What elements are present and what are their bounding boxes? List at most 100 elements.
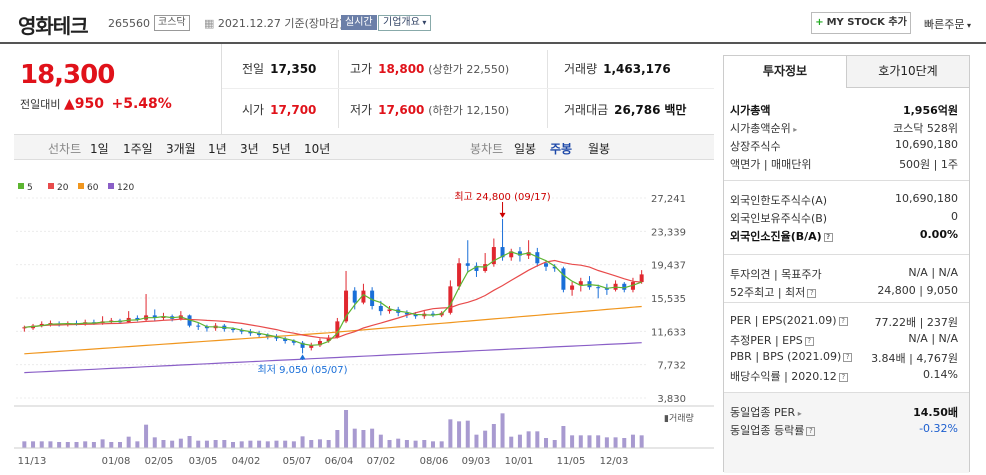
legend-swatch [18, 183, 24, 189]
x-tick-label: 11/13 [18, 456, 47, 467]
ma120-line [24, 342, 642, 374]
open-label: 시가 [242, 103, 265, 117]
invest-row: 외국인한도주식수(A) 10,690,180 [730, 190, 958, 208]
help-icon[interactable]: ? [807, 288, 817, 298]
candle-body [361, 290, 366, 303]
invest-row: 추정PER | EPS? N/A | N/A [730, 330, 958, 348]
volume: 거래량 1,463,176 [564, 60, 671, 77]
candle-body [622, 283, 627, 290]
volume-bar [274, 440, 279, 448]
candle-body [561, 268, 566, 290]
invest-info-panel: 투자정보 호가10단계 시가총액 1,956억원 시가총액순위 ▸ 코스닥 528위 상… [723, 55, 970, 473]
volume-bar [117, 442, 122, 448]
tab-1week[interactable]: 1주일 [123, 142, 153, 156]
volume-bar [604, 437, 609, 448]
low-label: 저가 [350, 103, 373, 117]
quick-order-link[interactable]: 빠른주문 ▾ [924, 16, 971, 32]
x-tick-label: 07/02 [367, 456, 396, 467]
tab-3year[interactable]: 3년 [240, 142, 259, 156]
company-info-dropdown[interactable]: 기업개요 ▾ [378, 15, 432, 31]
tab-1day[interactable]: 1일 [90, 142, 109, 156]
x-tick-label: 05/07 [283, 456, 312, 467]
volume-bar [213, 440, 218, 448]
invest-row-value: 코스닥 528위 [893, 122, 958, 135]
candle-body [265, 335, 270, 337]
my-stock-add-button[interactable]: + MY STOCK 추가 [811, 12, 911, 34]
invest-row-value: 500원 | 1주 [899, 158, 958, 171]
invest-row-label: 시가총액순위 ▸ [730, 122, 798, 135]
up-arrow-icon: ▲ [63, 96, 75, 112]
tab-orderbook[interactable]: 호가10단계 [847, 56, 969, 88]
open-value: 17,700 [270, 103, 317, 117]
tab-5year[interactable]: 5년 [272, 142, 291, 156]
volume-bar [483, 430, 488, 448]
y-tick-label: 15,535 [651, 294, 686, 305]
candle-body [344, 290, 349, 322]
volume-bar [639, 435, 644, 448]
candle-body [630, 282, 635, 290]
chevron-down-icon: ▾ [419, 18, 427, 27]
help-icon[interactable]: ? [838, 372, 848, 382]
tab-10year[interactable]: 10년 [304, 142, 331, 156]
divider [724, 392, 969, 393]
volume-bar [231, 442, 236, 448]
y-tick-label: 7,732 [657, 361, 686, 372]
arrow-right-icon[interactable]: ▸ [790, 125, 798, 134]
plus-icon: + [815, 17, 824, 28]
low-annotation: 최저 9,050 (05/07) [258, 364, 348, 376]
divider [724, 302, 969, 303]
volume-bar [152, 437, 157, 448]
tab-weekly[interactable]: 주봉 [550, 142, 573, 156]
volume-bar [109, 442, 114, 448]
invest-row: 동일업종 PER ▸ 14.50배 [730, 402, 958, 420]
volume-bar [500, 413, 505, 448]
volume-bar [187, 436, 192, 448]
volume-bar [457, 421, 462, 448]
tab-1year[interactable]: 1년 [208, 142, 227, 156]
candle-body [326, 337, 331, 342]
tab-monthly[interactable]: 월봉 [588, 142, 611, 156]
realtime-button[interactable]: 실시간 [341, 15, 377, 30]
invest-row-label: 추정PER | EPS? [730, 332, 814, 348]
invest-row-value: N/A | N/A [908, 266, 958, 279]
help-icon[interactable]: ? [838, 316, 848, 326]
invest-row-value: 3.84배 | 4,767원 [871, 352, 958, 365]
invest-row-value: 1,956억원 [902, 104, 958, 117]
volume-bar [326, 440, 331, 448]
x-tick-label: 06/04 [325, 456, 354, 467]
candle-body [300, 342, 305, 348]
lower-limit: (하한가 12,150) [428, 104, 510, 117]
invest-row-value: 0.14% [923, 368, 958, 381]
candle-body [309, 345, 314, 348]
volume-bar [613, 437, 618, 448]
calendar-icon: ▦ [204, 17, 218, 30]
y-tick-label: 3,830 [657, 394, 686, 405]
line-chart-label: 선차트 [48, 142, 82, 156]
tab-3month[interactable]: 3개월 [166, 142, 196, 156]
legend-label: 120 [117, 183, 134, 193]
amount-label: 거래대금 [564, 103, 609, 117]
legend-label: 20 [57, 183, 69, 193]
volume-bar [144, 424, 149, 448]
prev-close-value: 17,350 [270, 62, 317, 76]
arrow-right-icon[interactable]: ▸ [795, 409, 802, 418]
change-rate: +5.48% [111, 96, 172, 112]
candle-body [387, 309, 392, 312]
change-label: 전일대비 [20, 98, 61, 111]
help-icon[interactable]: ? [804, 336, 814, 346]
candle-body [196, 325, 201, 327]
current-price: 18,300 [20, 60, 115, 90]
help-icon[interactable]: ? [823, 232, 833, 242]
base-date: ▦ 2021.12.27 기준(장마감) [204, 15, 344, 31]
help-icon[interactable]: ? [806, 426, 816, 436]
ma60-line [24, 305, 642, 355]
invest-row: 52주최고 | 최저? 24,800 | 9,050 [730, 282, 958, 300]
help-icon[interactable]: ? [843, 352, 853, 362]
tab-invest-info[interactable]: 투자정보 [724, 56, 847, 88]
tab-daily[interactable]: 일봉 [514, 142, 537, 156]
candle-body [352, 290, 357, 303]
ma20-line [24, 259, 642, 340]
invest-row-value: 10,690,180 [895, 192, 958, 205]
x-tick-label: 09/03 [462, 456, 491, 467]
volume-bar [439, 441, 444, 448]
